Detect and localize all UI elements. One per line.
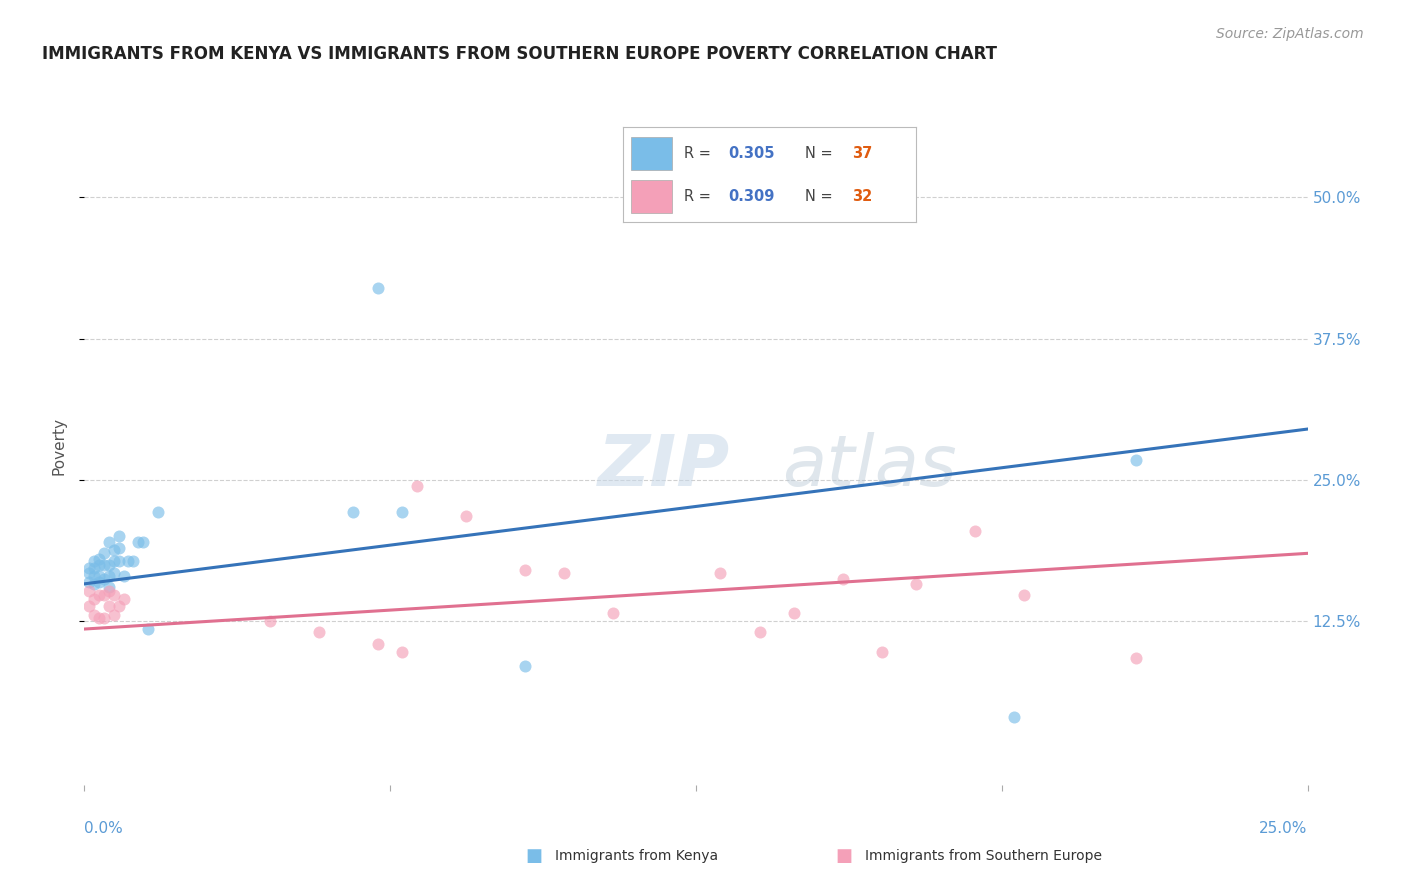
Point xyxy=(117,554,139,568)
Point xyxy=(83,591,105,606)
Point xyxy=(97,599,120,614)
Y-axis label: Poverty: Poverty xyxy=(51,417,66,475)
Point xyxy=(103,554,125,568)
Point xyxy=(87,569,110,583)
Point xyxy=(783,606,806,620)
Point xyxy=(103,543,125,558)
Point xyxy=(748,625,770,640)
Point xyxy=(77,561,100,575)
Point xyxy=(87,558,110,572)
Point xyxy=(83,554,105,568)
Point xyxy=(391,504,413,518)
Point xyxy=(103,566,125,580)
Point xyxy=(553,566,575,580)
Point xyxy=(83,561,105,575)
Point xyxy=(77,599,100,614)
Point xyxy=(513,659,536,673)
Point xyxy=(602,606,624,620)
Point xyxy=(83,569,105,583)
Point xyxy=(97,535,120,549)
Point xyxy=(87,574,110,589)
Point xyxy=(93,558,115,572)
Point xyxy=(342,504,364,518)
Text: Immigrants from Southern Europe: Immigrants from Southern Europe xyxy=(865,849,1102,863)
Point xyxy=(136,622,159,636)
Point xyxy=(87,611,110,625)
Point xyxy=(83,577,105,591)
Point xyxy=(367,281,389,295)
Point xyxy=(103,608,125,623)
Point xyxy=(93,588,115,602)
Point xyxy=(1012,588,1035,602)
Point xyxy=(308,625,330,640)
Text: 25.0%: 25.0% xyxy=(1260,821,1308,836)
Point xyxy=(77,574,100,589)
Point xyxy=(103,588,125,602)
Point xyxy=(259,614,281,628)
Point xyxy=(391,645,413,659)
Point xyxy=(367,637,389,651)
Point xyxy=(1125,651,1147,665)
Text: ■: ■ xyxy=(526,847,543,865)
Point xyxy=(97,558,120,572)
Point xyxy=(97,580,120,594)
Point xyxy=(97,583,120,598)
Point xyxy=(77,583,100,598)
Text: atlas: atlas xyxy=(782,432,956,500)
Point xyxy=(93,572,115,586)
Point xyxy=(146,504,169,518)
Point xyxy=(963,524,986,538)
Point xyxy=(77,566,100,580)
Text: Source: ZipAtlas.com: Source: ZipAtlas.com xyxy=(1216,27,1364,41)
Point xyxy=(107,529,129,543)
Text: ZIP: ZIP xyxy=(598,432,730,500)
Point xyxy=(454,509,477,524)
Point xyxy=(831,572,853,586)
Point xyxy=(132,535,155,549)
Point xyxy=(112,569,135,583)
Point xyxy=(122,554,145,568)
Point xyxy=(127,535,149,549)
Point xyxy=(905,577,928,591)
Text: ■: ■ xyxy=(835,847,852,865)
Point xyxy=(87,588,110,602)
Text: Immigrants from Kenya: Immigrants from Kenya xyxy=(555,849,718,863)
Point xyxy=(107,541,129,555)
Point xyxy=(93,546,115,560)
Point xyxy=(513,563,536,577)
Text: 0.0%: 0.0% xyxy=(84,821,124,836)
Text: IMMIGRANTS FROM KENYA VS IMMIGRANTS FROM SOUTHERN EUROPE POVERTY CORRELATION CHA: IMMIGRANTS FROM KENYA VS IMMIGRANTS FROM… xyxy=(42,45,997,62)
Point xyxy=(93,611,115,625)
Point xyxy=(112,591,135,606)
Point xyxy=(870,645,893,659)
Point xyxy=(1125,452,1147,467)
Point xyxy=(107,554,129,568)
Point xyxy=(107,599,129,614)
Point xyxy=(87,552,110,566)
Point xyxy=(83,608,105,623)
Point xyxy=(709,566,731,580)
Point xyxy=(406,478,429,492)
Point xyxy=(97,569,120,583)
Point xyxy=(1002,710,1025,724)
